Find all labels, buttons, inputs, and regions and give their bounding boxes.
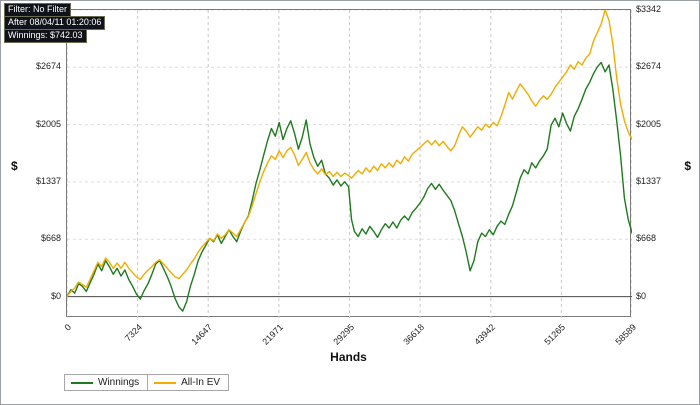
- graph-info-box: Filter: No Filter After 08/04/11 01:20:0…: [4, 3, 106, 43]
- y-tick-label: $3342: [636, 4, 662, 14]
- series-line-all-in-ev: [67, 10, 632, 298]
- filter-info: Filter: No Filter: [4, 3, 72, 17]
- y-tick-label: $2005: [636, 118, 662, 129]
- y-axis-title-left: $: [11, 159, 18, 173]
- y-tick-label: $668: [40, 233, 61, 244]
- y-axis-labels-right: $0 $668 $1337 $2005 $2674 $3342: [636, 1, 696, 404]
- legend-item-winnings: Winnings: [64, 374, 149, 391]
- chart-legend: Winnings All-In EV: [64, 374, 230, 391]
- chart-plot-area: [66, 9, 632, 318]
- y-tick-label: $1337: [636, 175, 662, 186]
- y-tick-label: $2674: [35, 61, 61, 72]
- y-axis-title-right: $: [684, 159, 691, 173]
- x-axis-title: Hands: [330, 350, 367, 364]
- winnings-line-swatch: [71, 381, 93, 384]
- y-tick-label: $0: [50, 290, 61, 301]
- winnings-total-info: Winnings: $742.03: [4, 29, 87, 43]
- y-tick-label: $1337: [35, 175, 61, 186]
- allin-ev-line-swatch: [154, 381, 177, 384]
- y-tick-label: $0: [636, 290, 647, 301]
- legend-item-allin-ev: All-In EV: [147, 374, 230, 391]
- y-tick-label: $668: [636, 233, 657, 244]
- legend-label-winnings: Winnings: [98, 377, 140, 388]
- chart-canvas: [67, 10, 632, 318]
- y-tick-label: $2005: [35, 118, 61, 129]
- legend-label-allin-ev: All-In EV: [181, 377, 221, 388]
- after-date-info: After 08/04/11 01:20:06: [4, 16, 106, 30]
- series-line-winnings: [67, 61, 632, 312]
- y-tick-label: $2674: [636, 61, 662, 72]
